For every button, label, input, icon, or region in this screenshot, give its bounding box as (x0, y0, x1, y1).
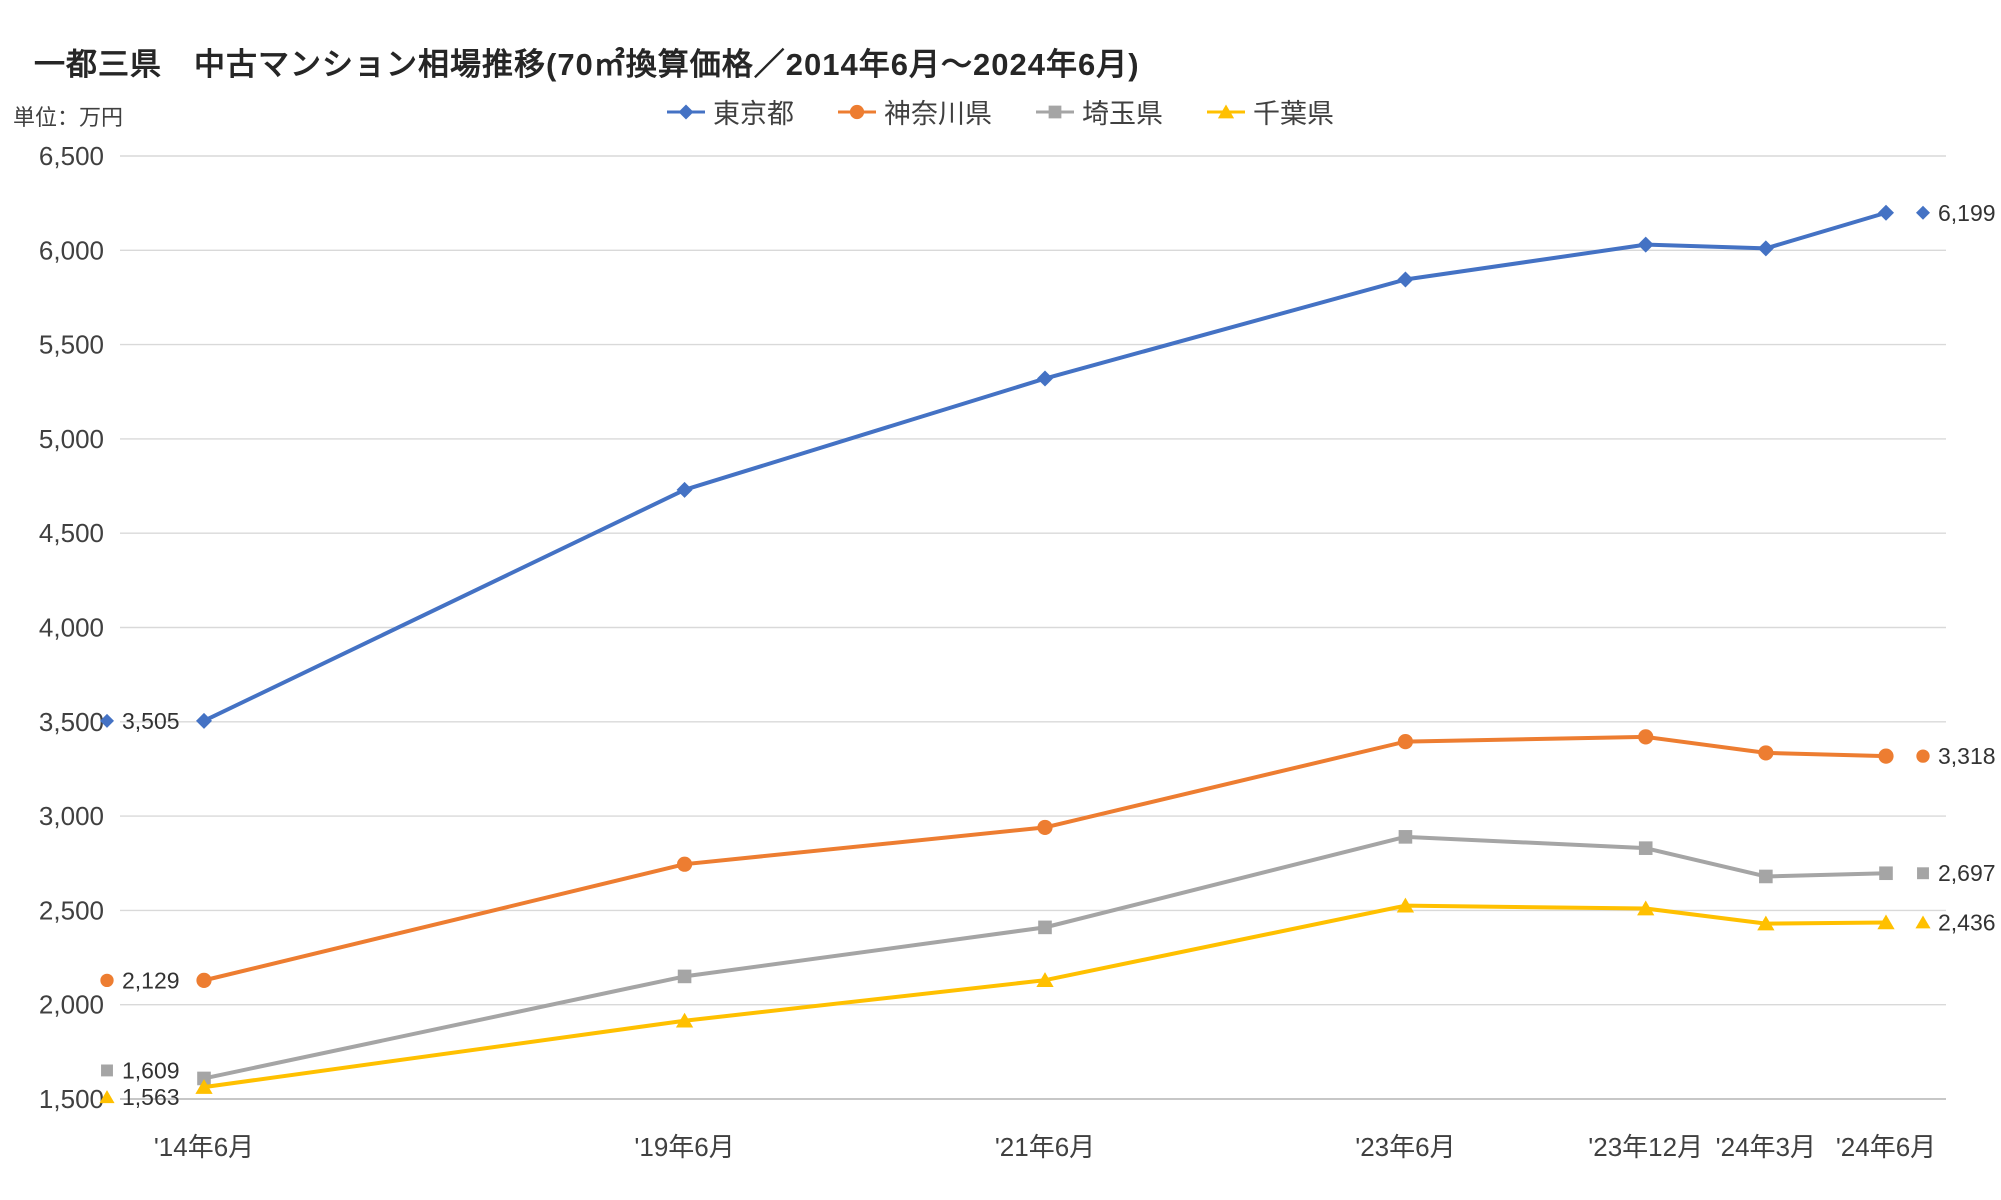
legend-label: 神奈川県 (884, 99, 992, 129)
series-line (202, 734, 1888, 983)
triangle-marker-icon (1396, 897, 1415, 913)
circle-marker-icon (1916, 749, 1930, 763)
chart-title: 一都三県 中古マンション相場推移(70㎡換算価格／2014年6月～2024年6月… (34, 46, 1140, 82)
legend-item-1: 神奈川県 (838, 92, 992, 131)
x-axis-label: '14年6月 (154, 1132, 254, 1162)
y-axis-label: 3,000 (39, 801, 104, 831)
circle-marker-icon (1037, 819, 1053, 836)
circle-marker-icon (1758, 745, 1774, 761)
triangle-marker-icon (1757, 915, 1775, 931)
series-line (202, 210, 1888, 723)
y-axis-label: 2,500 (39, 895, 104, 925)
data-label-first: 2,129 (122, 967, 180, 993)
x-axis-label: '23年12月 (1588, 1132, 1703, 1162)
circle-marker-icon (100, 973, 114, 988)
square-marker-icon (101, 1064, 113, 1077)
series-line (202, 834, 1888, 1081)
square-marker-icon (197, 1071, 211, 1086)
data-label-last: 3,318 (1938, 743, 1996, 769)
y-axis-label: 6,500 (39, 141, 104, 171)
data-label-first: 1,563 (122, 1084, 180, 1110)
x-axis-label: '24年6月 (1836, 1132, 1936, 1162)
unit-label: 単位：万円 (13, 105, 124, 130)
circle-marker-icon (676, 856, 693, 872)
legend-key-icon (838, 104, 876, 119)
y-axis-label: 2,000 (39, 990, 104, 1020)
series-3: 1,563 2,436 (99, 897, 1996, 1110)
y-axis-label: 4,000 (39, 613, 104, 643)
circle-marker-icon (1878, 748, 1894, 764)
series-2: 1,609 2,697 (101, 830, 1996, 1086)
square-marker-icon (1398, 830, 1413, 844)
diamond-marker-icon (196, 712, 212, 729)
diamond-marker-icon (1878, 204, 1894, 221)
diamond-marker-icon (1757, 240, 1774, 257)
circle-marker-icon (1638, 729, 1654, 745)
legend: 東京都 神奈川県 埼玉県 千葉県 (0, 92, 2001, 131)
square-marker-icon (677, 969, 692, 984)
triangle-marker-icon (99, 1090, 115, 1104)
series-0: 3,505 6,199 (100, 200, 1996, 734)
x-axis-label: '23年6月 (1355, 1132, 1455, 1162)
legend-item-2: 埼玉県 (1036, 92, 1163, 131)
square-marker-icon (1638, 841, 1653, 855)
legend-item-0: 東京都 (667, 92, 794, 131)
triangle-marker-icon (1915, 915, 1931, 929)
triangle-marker-icon (1217, 104, 1235, 118)
triangle-marker-icon (1036, 972, 1054, 987)
legend-key-icon (667, 104, 705, 119)
circle-marker-icon (1397, 734, 1414, 750)
diamond-marker-icon (678, 104, 694, 119)
triangle-marker-icon (1637, 900, 1655, 916)
legend-label: 埼玉県 (1082, 99, 1163, 129)
data-label-first: 3,505 (122, 708, 180, 734)
y-axis-label: 5,500 (39, 330, 104, 360)
legend-key-icon (1207, 104, 1245, 118)
legend-label: 東京都 (713, 99, 794, 129)
square-marker-icon (1879, 866, 1893, 881)
diamond-marker-icon (1637, 236, 1654, 253)
data-label-last: 2,436 (1938, 909, 1996, 935)
triangle-marker-icon (1877, 914, 1895, 930)
legend-key-icon (1036, 105, 1074, 118)
diamond-marker-icon (676, 481, 693, 498)
legend-label: 千葉県 (1253, 99, 1334, 129)
diamond-marker-icon (100, 713, 114, 728)
diamond-marker-icon (1916, 205, 1930, 220)
triangle-marker-icon (195, 1079, 213, 1094)
diamond-marker-icon (1037, 370, 1053, 387)
diamond-marker-icon (1397, 271, 1414, 288)
y-axis-label: 6,000 (39, 235, 104, 265)
square-marker-icon (1048, 105, 1062, 118)
square-marker-icon (1917, 867, 1929, 880)
circle-marker-icon (196, 972, 212, 988)
triangle-marker-icon (675, 1012, 694, 1028)
data-label-last: 6,199 (1938, 200, 1996, 226)
data-label-last: 2,697 (1938, 860, 1996, 886)
series-1: 2,129 3,318 (100, 729, 1996, 993)
square-marker-icon (1759, 869, 1773, 884)
y-axis-label: 1,500 (39, 1084, 104, 1114)
square-marker-icon (1038, 920, 1052, 935)
circle-marker-icon (849, 104, 865, 119)
y-axis-label: 5,000 (39, 424, 104, 454)
y-axis-label: 4,500 (39, 518, 104, 548)
x-axis-label: '21年6月 (995, 1132, 1095, 1162)
data-label-first: 1,609 (122, 1057, 180, 1083)
y-axis-label: 3,500 (39, 707, 104, 737)
legend-item-3: 千葉県 (1207, 92, 1334, 131)
x-axis-label: '19年6月 (634, 1132, 734, 1162)
x-axis-label: '24年3月 (1716, 1132, 1816, 1162)
